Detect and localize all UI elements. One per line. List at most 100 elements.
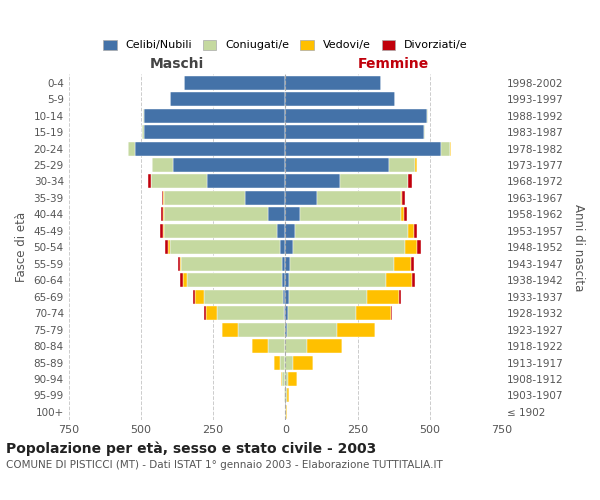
Bar — [405, 240, 417, 254]
Bar — [286, 306, 288, 320]
Bar — [195, 290, 203, 304]
Bar — [173, 158, 286, 172]
Bar — [283, 290, 286, 304]
Bar — [408, 224, 414, 238]
Bar — [394, 257, 411, 271]
Bar — [286, 388, 287, 402]
Bar — [286, 208, 300, 222]
Bar — [170, 92, 286, 106]
Bar — [187, 273, 283, 287]
Bar — [206, 306, 217, 320]
Bar — [151, 174, 208, 188]
Bar — [289, 273, 386, 287]
Bar — [367, 290, 398, 304]
Bar — [424, 125, 425, 139]
Bar — [203, 290, 283, 304]
Bar — [164, 208, 268, 222]
Bar — [286, 191, 317, 205]
Bar — [288, 372, 297, 386]
Bar — [193, 290, 195, 304]
Bar — [286, 273, 289, 287]
Bar — [284, 306, 286, 320]
Bar — [281, 372, 283, 386]
Bar — [245, 191, 286, 205]
Y-axis label: Fasce di età: Fasce di età — [15, 212, 28, 282]
Bar — [295, 224, 408, 238]
Bar — [164, 224, 277, 238]
Bar — [286, 356, 293, 370]
Bar — [398, 290, 401, 304]
Bar — [238, 322, 286, 336]
Bar — [401, 191, 403, 205]
Bar — [337, 322, 375, 336]
Bar — [386, 273, 412, 287]
Bar — [408, 174, 412, 188]
Bar — [288, 306, 356, 320]
Bar — [283, 372, 286, 386]
Bar — [135, 142, 286, 156]
Bar — [144, 125, 286, 139]
Bar — [283, 273, 286, 287]
Bar — [170, 240, 280, 254]
Bar — [286, 290, 289, 304]
Bar — [286, 125, 424, 139]
Bar — [307, 339, 342, 353]
Bar — [340, 174, 408, 188]
Bar — [142, 125, 144, 139]
Bar — [286, 372, 288, 386]
Bar — [180, 273, 183, 287]
Bar — [284, 388, 286, 402]
Bar — [164, 191, 245, 205]
Bar — [161, 208, 163, 222]
Bar — [280, 240, 286, 254]
Text: Popolazione per età, sesso e stato civile - 2003: Popolazione per età, sesso e stato civil… — [6, 441, 376, 456]
Bar — [286, 240, 293, 254]
Bar — [450, 142, 451, 156]
Bar — [162, 191, 163, 205]
Bar — [286, 92, 395, 106]
Bar — [391, 306, 392, 320]
Bar — [286, 224, 295, 238]
Text: Femmine: Femmine — [358, 57, 430, 71]
Bar — [286, 108, 427, 122]
Bar — [286, 174, 340, 188]
Bar — [280, 356, 286, 370]
Text: COMUNE DI PISTICCI (MT) - Dati ISTAT 1° gennaio 2003 - Elaborazione TUTTITALIA.I: COMUNE DI PISTICCI (MT) - Dati ISTAT 1° … — [6, 460, 443, 469]
Bar — [163, 224, 164, 238]
Bar — [268, 208, 286, 222]
Bar — [286, 76, 381, 90]
Bar — [442, 142, 450, 156]
Bar — [286, 339, 307, 353]
Bar — [208, 174, 286, 188]
Bar — [148, 174, 151, 188]
Bar — [160, 224, 163, 238]
Bar — [300, 208, 401, 222]
Bar — [203, 306, 206, 320]
Bar — [317, 191, 401, 205]
Bar — [144, 108, 286, 122]
Bar — [286, 322, 287, 336]
Bar — [356, 306, 391, 320]
Bar — [293, 240, 405, 254]
Bar — [290, 257, 394, 271]
Bar — [283, 257, 286, 271]
Legend: Celibi/Nubili, Coniugati/e, Vedovi/e, Divorziati/e: Celibi/Nubili, Coniugati/e, Vedovi/e, Di… — [99, 35, 472, 55]
Bar — [178, 257, 180, 271]
Bar — [411, 257, 414, 271]
Bar — [286, 257, 290, 271]
Bar — [277, 224, 286, 238]
Bar — [183, 273, 187, 287]
Bar — [252, 339, 268, 353]
Bar — [181, 257, 283, 271]
Bar — [268, 339, 286, 353]
Y-axis label: Anni di nascita: Anni di nascita — [572, 204, 585, 291]
Bar — [169, 240, 170, 254]
Bar — [401, 208, 404, 222]
Bar — [286, 142, 442, 156]
Bar — [289, 290, 367, 304]
Bar — [403, 191, 404, 205]
Text: Maschi: Maschi — [150, 57, 204, 71]
Bar — [184, 76, 286, 90]
Bar — [414, 224, 418, 238]
Bar — [217, 306, 284, 320]
